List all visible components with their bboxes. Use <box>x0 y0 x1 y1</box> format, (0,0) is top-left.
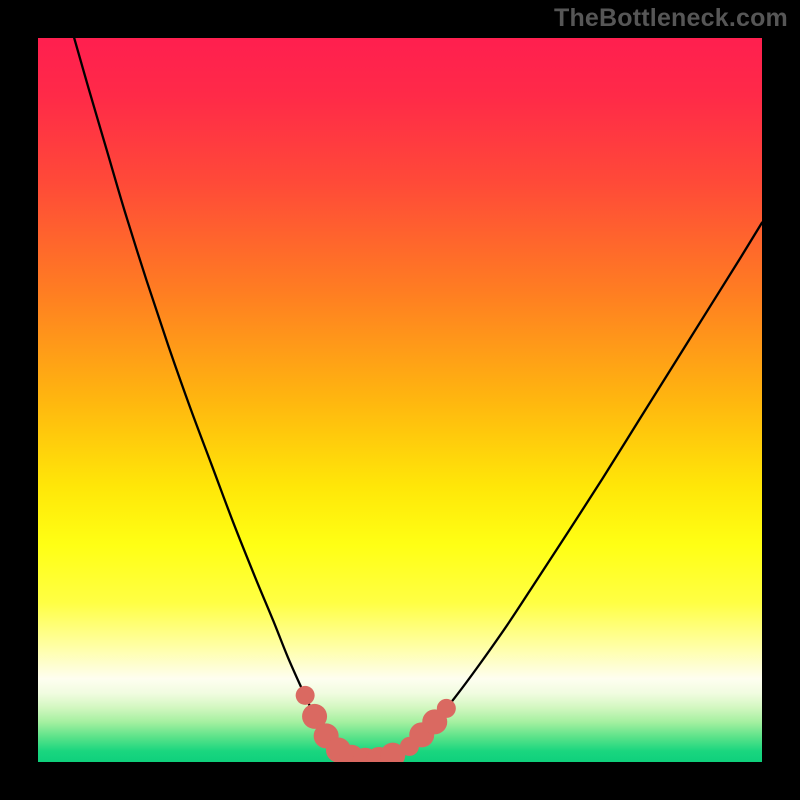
marker-dot <box>437 699 456 718</box>
watermark-label: TheBottleneck.com <box>554 4 788 33</box>
chart-root: TheBottleneck.com <box>0 0 800 800</box>
gradient-background <box>38 38 762 762</box>
plot-svg <box>38 38 762 762</box>
marker-dot <box>296 686 315 705</box>
